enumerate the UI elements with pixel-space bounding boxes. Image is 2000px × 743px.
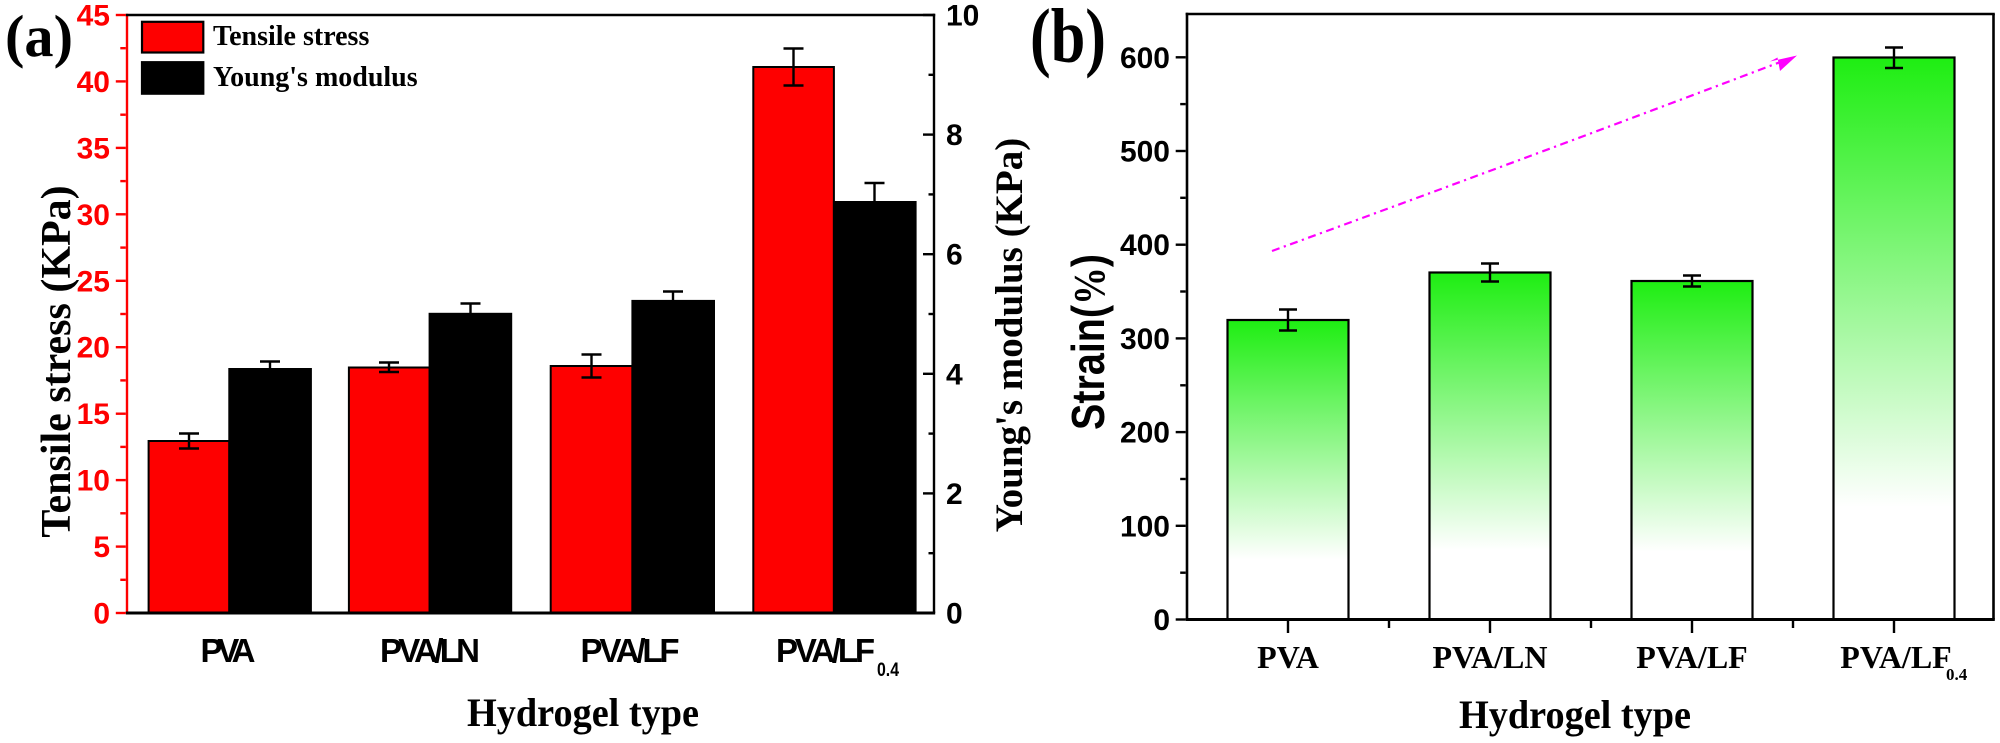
svg-text:0: 0 bbox=[946, 598, 963, 631]
svg-text:6: 6 bbox=[946, 239, 963, 272]
svg-text:PVA/LN: PVA/LN bbox=[1433, 639, 1548, 675]
svg-text:0: 0 bbox=[93, 598, 110, 631]
svg-text:100: 100 bbox=[1120, 510, 1170, 543]
svg-text:20: 20 bbox=[77, 332, 110, 365]
svg-text:PVA/LF: PVA/LF bbox=[776, 632, 875, 669]
svg-text:Hydrogel type: Hydrogel type bbox=[467, 690, 699, 735]
svg-text:5: 5 bbox=[93, 531, 110, 564]
svg-text:4: 4 bbox=[946, 358, 963, 391]
svg-text:8: 8 bbox=[946, 119, 963, 152]
svg-text:0.4: 0.4 bbox=[877, 660, 899, 681]
svg-text:PVA/LF: PVA/LF bbox=[1636, 639, 1747, 675]
svg-text:2: 2 bbox=[946, 478, 963, 511]
svg-text:25: 25 bbox=[77, 265, 110, 298]
svg-text:Young's modulus: Young's modulus bbox=[213, 62, 418, 93]
svg-text:(b): (b) bbox=[1030, 0, 1106, 79]
svg-text:PVA: PVA bbox=[1257, 639, 1319, 675]
svg-text:PVA/LN: PVA/LN bbox=[380, 632, 480, 669]
svg-text:45: 45 bbox=[77, 0, 110, 33]
svg-text:0.4: 0.4 bbox=[1946, 665, 1968, 684]
svg-text:300: 300 bbox=[1120, 323, 1170, 356]
svg-text:35: 35 bbox=[77, 132, 110, 165]
svg-text:10: 10 bbox=[946, 0, 979, 33]
svg-text:500: 500 bbox=[1120, 136, 1170, 169]
svg-text:Tensile stress: Tensile stress bbox=[213, 21, 369, 52]
svg-text:PVA: PVA bbox=[201, 632, 256, 669]
svg-text:40: 40 bbox=[77, 66, 110, 99]
svg-text:200: 200 bbox=[1120, 417, 1170, 450]
svg-text:30: 30 bbox=[77, 199, 110, 232]
svg-text:PVA/LF: PVA/LF bbox=[581, 632, 680, 669]
svg-text:10: 10 bbox=[77, 465, 110, 498]
svg-text:PVA/LF: PVA/LF bbox=[1840, 639, 1951, 675]
svg-text:Hydrogel type: Hydrogel type bbox=[1459, 692, 1691, 737]
svg-text:Tensile stress (KPa): Tensile stress (KPa) bbox=[34, 185, 80, 537]
svg-text:Young's modulus (KPa): Young's modulus (KPa) bbox=[988, 138, 1031, 532]
svg-text:Strain(%): Strain(%) bbox=[1062, 254, 1114, 430]
svg-text:600: 600 bbox=[1120, 42, 1170, 75]
svg-text:15: 15 bbox=[77, 398, 110, 431]
svg-text:0: 0 bbox=[1153, 604, 1170, 637]
svg-text:(a): (a) bbox=[5, 3, 73, 69]
svg-text:400: 400 bbox=[1120, 229, 1170, 262]
